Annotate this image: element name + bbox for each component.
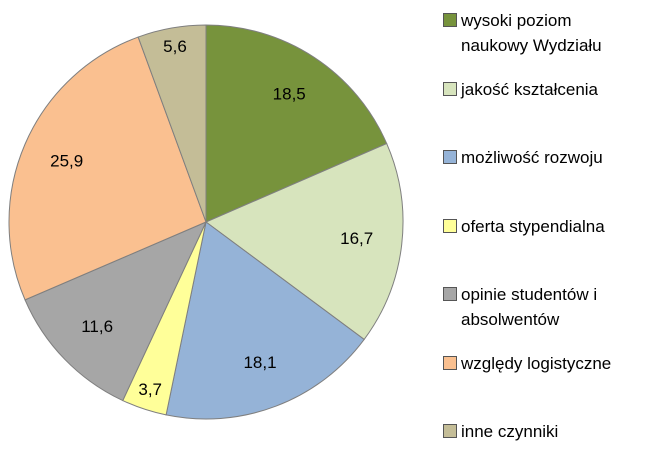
legend-entry: opinie studentów i absolwentów — [443, 282, 643, 332]
pie-slice — [137, 24, 207, 223]
legend-swatch — [443, 287, 457, 301]
legend-label: jakość kształcenia — [461, 79, 599, 99]
legend-entry: jakość kształcenia — [443, 77, 643, 102]
data-label: 16,7 — [340, 229, 373, 248]
legend-swatch — [443, 13, 457, 27]
legend-label: możliwość rozwoju — [461, 148, 603, 167]
legend-swatch — [443, 150, 457, 164]
data-label: 18,1 — [243, 353, 276, 372]
pie: 18,5 16,7 18,1 3,7 11,6 25,9 5,6 — [8, 24, 404, 420]
legend-entry: względy logistyczne — [443, 351, 643, 376]
legend-swatch — [443, 355, 457, 370]
legend-label: oferta stypendialna — [461, 216, 605, 236]
data-label: 5,6 — [163, 37, 187, 56]
legend-entry: wysoki poziom naukowy Wydziału — [443, 8, 643, 58]
legend-label: względy logistyczne — [461, 353, 612, 373]
legend-entry: możliwość rozwoju — [443, 145, 643, 170]
legend-label: opinie studentów i absolwentów — [461, 285, 598, 329]
legend-swatch — [443, 81, 457, 96]
legend-entry: oferta stypendialna — [443, 214, 643, 239]
pie-slice — [8, 36, 207, 301]
data-label: 18,5 — [273, 85, 306, 104]
legend-entry: inne czynniki — [443, 419, 643, 444]
data-label: 3,7 — [138, 380, 162, 399]
pie-slice — [165, 221, 365, 420]
pie-slice — [205, 142, 404, 341]
data-label: 25,9 — [50, 152, 83, 171]
legend-label: wysoki poziom naukowy Wydziału — [461, 11, 602, 55]
data-label: 11,6 — [81, 317, 113, 336]
pie-slice — [205, 24, 388, 223]
legend-label: inne czynniki — [461, 422, 559, 441]
legend-swatch — [443, 424, 457, 438]
legend-swatch — [443, 218, 457, 233]
pie-slice — [24, 221, 208, 402]
